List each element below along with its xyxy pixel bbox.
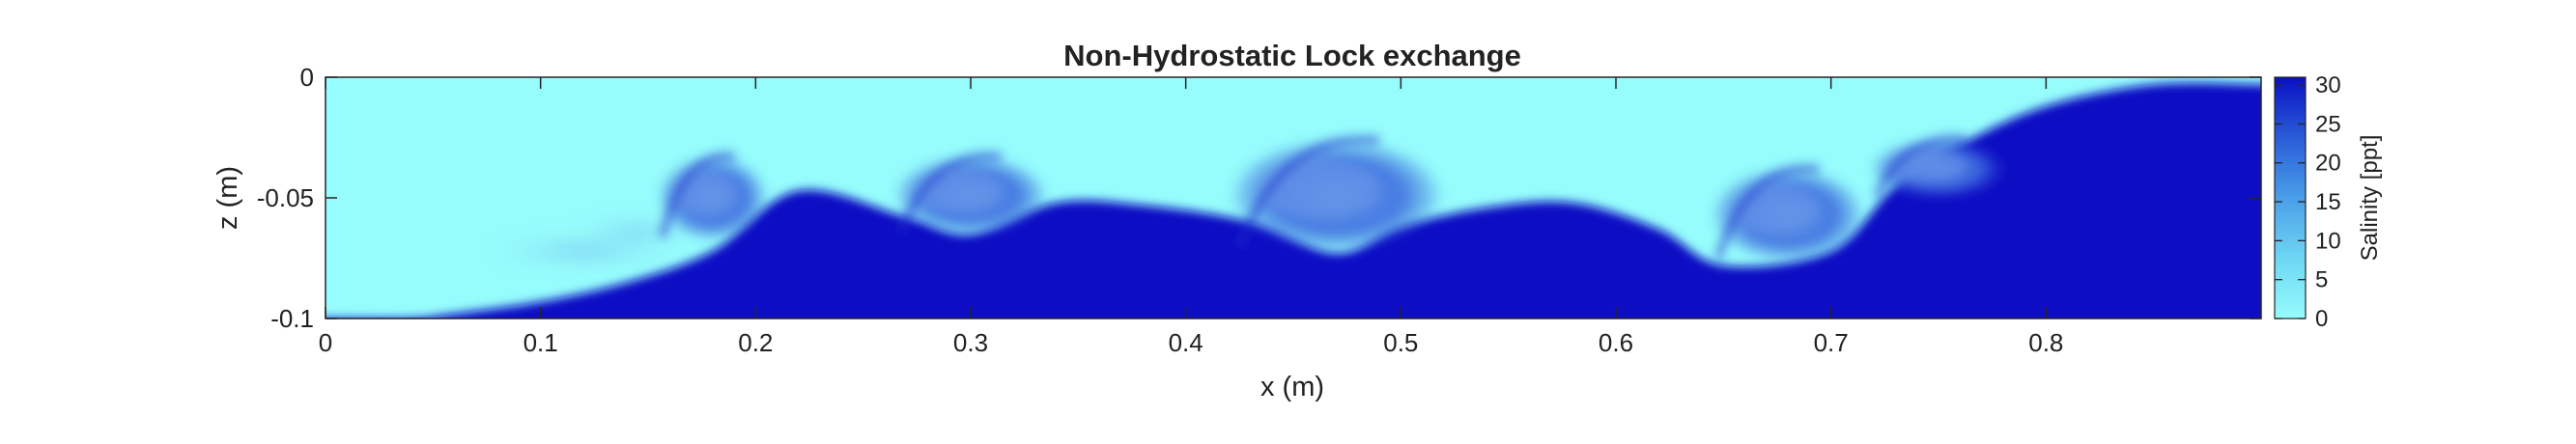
y-axis-label: z (m): [212, 166, 243, 230]
x-tick-label: 0.5: [1383, 328, 1418, 357]
x-tick-label: 0.6: [1599, 328, 1633, 357]
x-axis-ticks: 0 0.1 0.2 0.3 0.4 0.5 0.6 0.7 0.8: [319, 77, 2063, 357]
billow-5: [1869, 134, 2008, 201]
y-tick-label: -0.05: [257, 183, 314, 212]
billow-1: [656, 152, 769, 241]
colorbar-tick-label: 30: [2315, 72, 2341, 98]
colorbar-tick-label: 5: [2315, 267, 2328, 293]
kelvin-helmholtz-billows: [656, 134, 2008, 264]
colorbar: 0 5 10 15 20 25 30 Salinity [ppt]: [2274, 72, 2383, 332]
plot-area: [326, 77, 2261, 319]
colorbar-tick-label: 25: [2315, 111, 2341, 137]
billow-3: [1229, 135, 1444, 254]
colorbar-tick-label: 15: [2315, 189, 2341, 215]
x-axis-label: x (m): [1260, 372, 1324, 402]
mixing-wisps: [487, 219, 702, 265]
x-tick-label: 0: [319, 328, 332, 357]
colorbar-label: Salinity [ppt]: [2357, 135, 2383, 262]
x-tick-label: 0.3: [953, 328, 988, 357]
x-tick-label: 0.1: [524, 328, 558, 357]
colorbar-ticks: 0 5 10 15 20 25 30: [2275, 72, 2341, 332]
x-tick-label: 0.2: [738, 328, 773, 357]
salt-water-layer: [326, 82, 2261, 319]
y-axis-ticks: 0 -0.05 -0.1: [257, 63, 2261, 333]
y-tick-label: -0.1: [270, 304, 314, 333]
chart-title: Non-Hydrostatic Lock exchange: [1063, 39, 1521, 72]
y-tick-label: 0: [300, 63, 314, 92]
wisp-1: [487, 236, 681, 265]
x-tick-label: 0.7: [1814, 328, 1849, 357]
colorbar-tick-label: 20: [2315, 151, 2341, 177]
billow-4: [1710, 164, 1866, 264]
colorbar-tick-label: 10: [2315, 228, 2341, 254]
colorbar-gradient: [2274, 76, 2307, 319]
x-tick-label: 0.8: [2028, 328, 2063, 357]
colorbar-tick-label: 0: [2315, 306, 2328, 332]
billow-2: [892, 152, 1049, 236]
x-tick-label: 0.4: [1169, 328, 1203, 357]
